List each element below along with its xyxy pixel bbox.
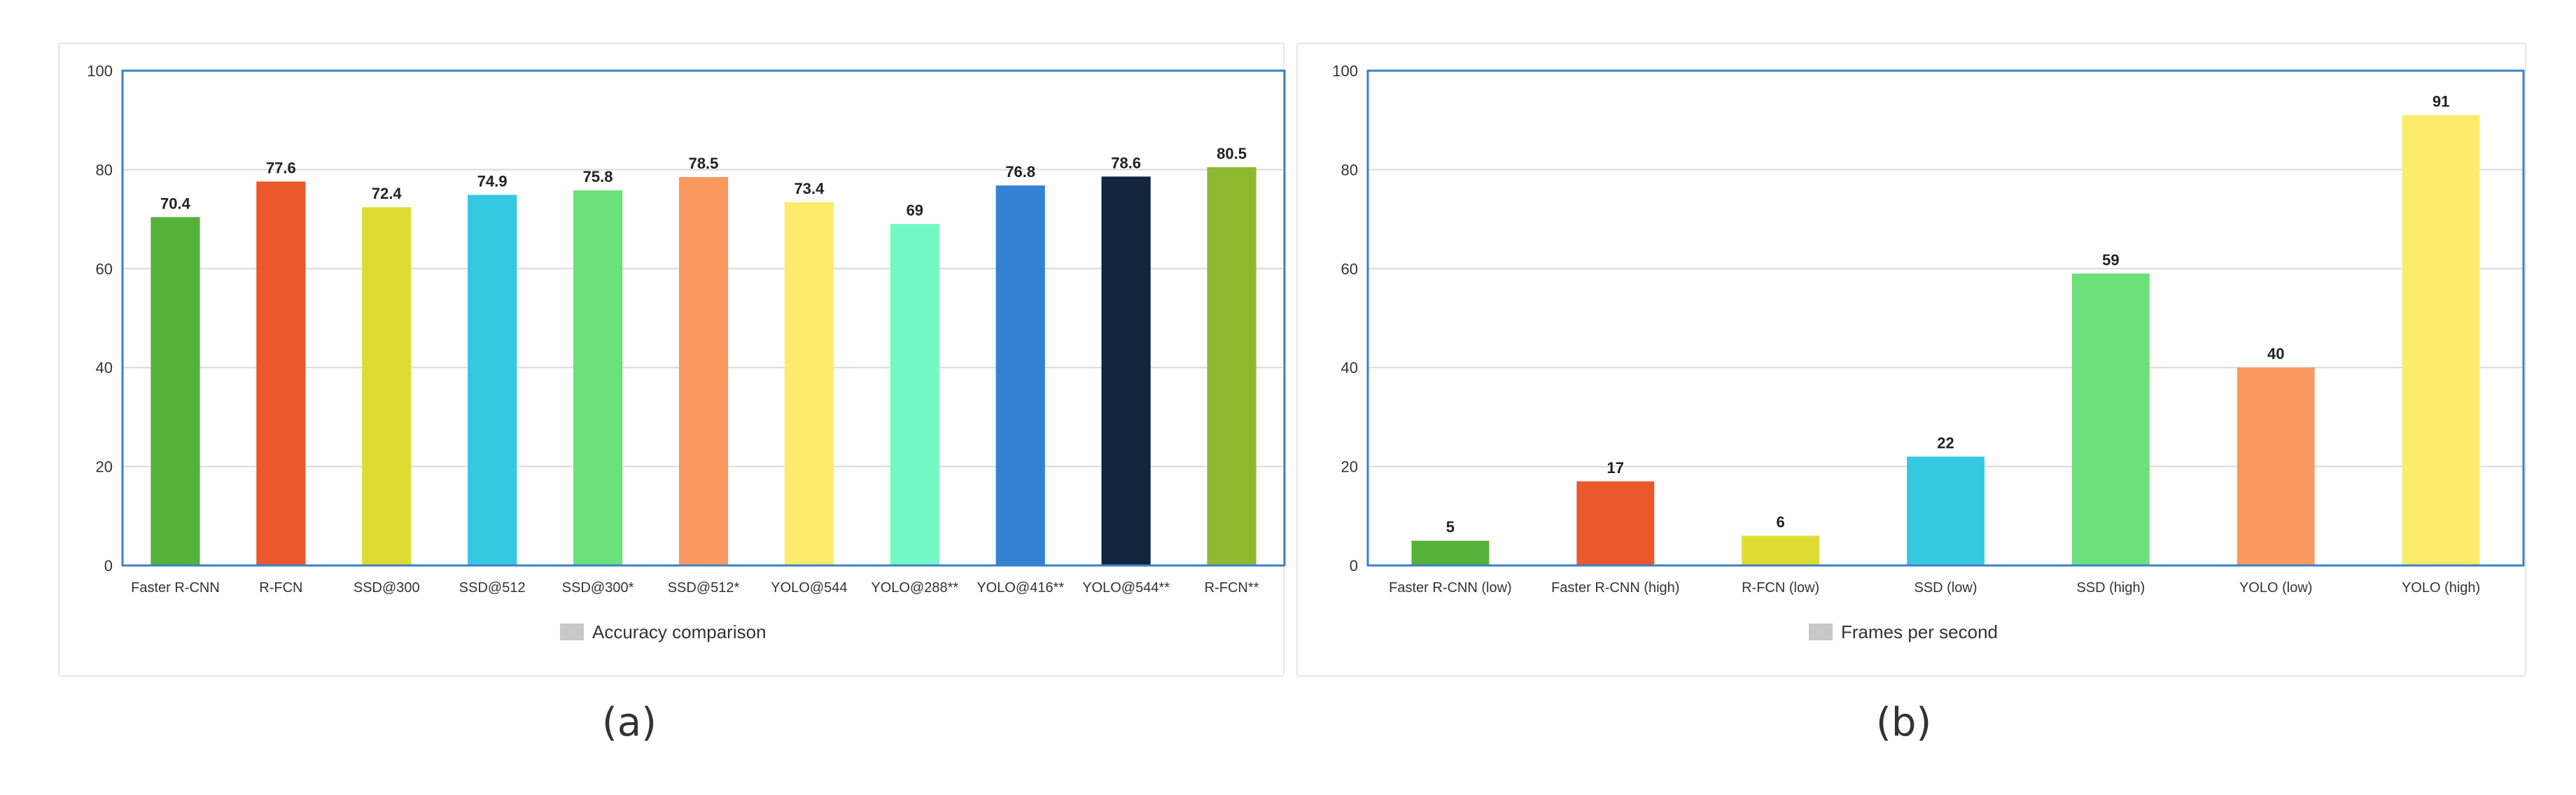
x-tick-label: YOLO (high) (2402, 580, 2480, 596)
data-label: 73.4 (794, 180, 825, 197)
x-tick-label: R-FCN** (1205, 580, 1259, 596)
y-tick-label: 20 (96, 458, 113, 476)
data-label: 22 (1937, 434, 1954, 451)
bar (150, 217, 200, 565)
chart-panel-b: 0 20 40 60 80 100 5 Faster R-CNN (low) 17 Faster … (1296, 43, 2526, 677)
caption-b: (b) (1876, 700, 1932, 745)
x-tick-label: SSD@300* (562, 580, 634, 596)
y-tick-label: 40 (96, 359, 113, 377)
bar (1411, 540, 1490, 565)
x-tick-label: Faster R-CNN (131, 580, 220, 596)
data-label: 75.8 (583, 168, 613, 185)
y-tick-label: 100 (1332, 62, 1358, 80)
x-tick-label: Faster R-CNN (low) (1389, 580, 1512, 596)
x-tick-label: YOLO@544** (1082, 580, 1170, 596)
data-label: 5 (1446, 519, 1455, 536)
bar (1907, 456, 1984, 565)
y-tick-label: 0 (104, 557, 113, 575)
plot-area-border (121, 69, 1286, 567)
accuracy-chart: 0 20 40 60 80 100 70.4 Faster R-CNN 77.6 R-FCN 72.… (87, 62, 1286, 642)
y-tick-label: 80 (1341, 161, 1358, 178)
data-label: 69 (906, 202, 923, 219)
data-label: 91 (2432, 93, 2449, 111)
legend-swatch (560, 624, 584, 640)
data-label: 40 (2267, 345, 2284, 363)
bar (468, 195, 517, 565)
x-tick-label: SSD (low) (1914, 580, 1977, 596)
x-tick-label: R-FCN (259, 580, 302, 596)
bar (1207, 167, 1256, 566)
x-tick-label: SSD@512 (459, 580, 526, 596)
x-tick-label: R-FCN (low) (1742, 580, 1819, 596)
data-label: 74.9 (477, 172, 507, 190)
data-label: 77.6 (266, 159, 296, 176)
bar (256, 181, 306, 565)
bar (573, 190, 623, 565)
y-tick-label: 100 (87, 62, 113, 80)
x-tick-label: SSD@300 (354, 580, 420, 596)
legend-label: Accuracy comparison (592, 621, 766, 642)
x-tick-label: YOLO@416** (976, 580, 1064, 596)
gridlines (1368, 169, 2524, 467)
legend[interactable]: Frames per second (1809, 621, 1998, 642)
data-label: 80.5 (1217, 145, 1247, 162)
y-tick-label: 40 (1341, 359, 1358, 377)
bar (362, 207, 412, 565)
legend-swatch (1809, 624, 1833, 640)
legend[interactable]: Accuracy comparison (560, 621, 766, 642)
data-label: 59 (2102, 251, 2119, 269)
x-tick-label: SSD (high) (2076, 580, 2145, 596)
bar (784, 202, 834, 565)
data-label: 76.8 (1005, 163, 1035, 181)
data-label: 17 (1607, 459, 1624, 477)
y-tick-label: 20 (1341, 458, 1358, 476)
caption-a: (a) (602, 700, 657, 745)
x-tick-label: YOLO@544 (771, 580, 847, 596)
chart-panel-a: 0 20 40 60 80 100 70.4 Faster R-CNN 77.6 R-FCN 72.… (58, 43, 1286, 677)
data-label: 78.6 (1111, 154, 1141, 171)
bar (2402, 115, 2480, 565)
bar (1742, 535, 1820, 565)
x-tick-label: Faster R-CNN (high) (1551, 580, 1679, 596)
bar (890, 224, 939, 565)
bar (2071, 273, 2150, 565)
bar (995, 185, 1045, 565)
x-tick-label: SSD@512* (668, 580, 740, 596)
bar (1101, 176, 1151, 566)
y-tick-label: 0 (1350, 557, 1358, 575)
bar (1576, 481, 1655, 565)
x-tick-label: YOLO@288** (871, 580, 958, 596)
y-tick-label: 80 (96, 161, 113, 178)
y-tick-label: 60 (96, 260, 113, 278)
data-label: 72.4 (372, 185, 402, 202)
data-label: 70.4 (160, 195, 191, 212)
bar (678, 177, 729, 565)
y-tick-label: 60 (1341, 260, 1358, 278)
bar (2236, 367, 2315, 565)
fps-chart: 0 20 40 60 80 100 5 Faster R-CNN (low) 17 Faster … (1332, 62, 2525, 642)
x-tick-label: YOLO (low) (2239, 580, 2312, 596)
data-label: 6 (1777, 514, 1785, 531)
plot-area-border (1366, 69, 2525, 567)
data-label: 78.5 (689, 155, 719, 172)
legend-label: Frames per second (1841, 621, 1998, 642)
